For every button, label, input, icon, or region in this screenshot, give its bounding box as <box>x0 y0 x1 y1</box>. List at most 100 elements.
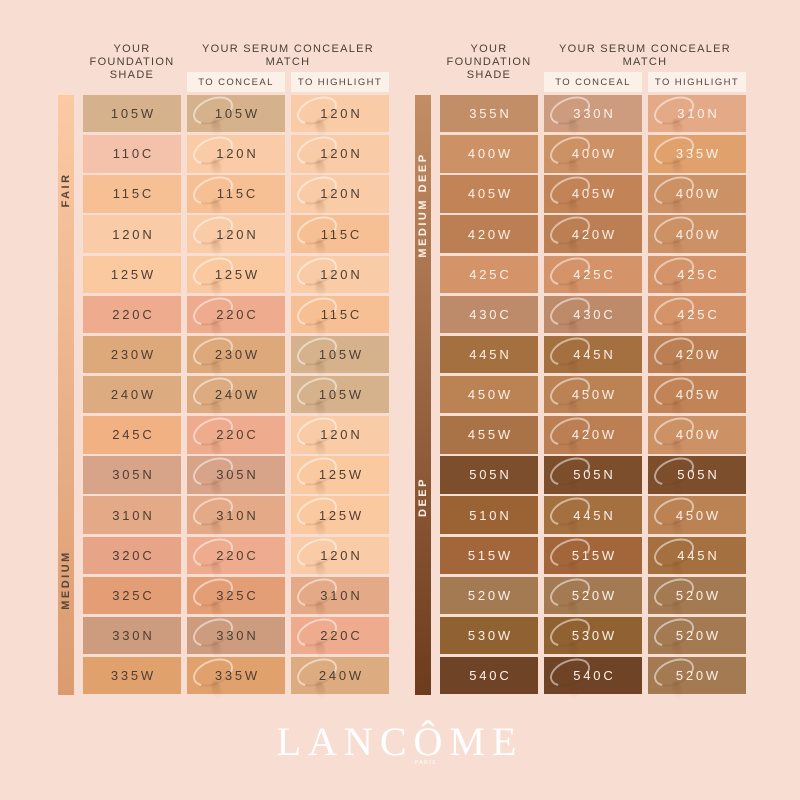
shade-label: 330N <box>216 628 259 644</box>
highlight-match-cell: 335W <box>648 135 746 173</box>
table-header: YOUR FOUNDATION SHADE YOUR SERUM CONCEAL… <box>440 40 746 95</box>
shade-label: 335W <box>675 146 721 162</box>
shade-label: 120N <box>320 146 363 162</box>
shade-label: 400W <box>675 226 721 242</box>
foundation-shade-cell: 320C <box>83 536 181 574</box>
shade-label: 335W <box>110 668 156 684</box>
table-row: 120N 120N 115C <box>83 215 389 253</box>
highlight-match-cell: 425C <box>648 255 746 293</box>
foundation-shade-cell: 325C <box>83 576 181 615</box>
shade-label: 450W <box>675 507 721 523</box>
highlight-match-cell: 520W <box>648 656 746 695</box>
conceal-match-cell: 310N <box>187 496 285 534</box>
table-row: 310N 310N 125W <box>83 496 389 534</box>
shade-label: 320C <box>112 547 155 563</box>
table-row: 430C 430C 425C <box>440 295 746 334</box>
conceal-match-cell: 335W <box>187 656 285 695</box>
foundation-shade-cell: 335W <box>83 656 181 695</box>
highlight-match-cell: 400W <box>648 175 746 213</box>
shade-label: 125W <box>214 266 260 282</box>
shade-table-medium-deep-deep: MEDIUM DEEP DEEP YOUR FOUNDATION SHADE YO… <box>415 40 746 695</box>
highlight-match-cell: 120N <box>291 255 389 293</box>
shade-label: 105W <box>110 106 156 122</box>
foundation-shade-cell: 230W <box>83 335 181 374</box>
foundation-shade-cell: 505N <box>440 456 538 494</box>
table-row: 220C 220C 115C <box>83 295 389 334</box>
conceal-match-cell: 325C <box>187 576 285 615</box>
shade-label: 450W <box>571 387 617 403</box>
shade-label: 405W <box>675 387 721 403</box>
table-header: YOUR FOUNDATION SHADE YOUR SERUM CONCEAL… <box>83 40 389 95</box>
shade-label: 430C <box>469 306 512 322</box>
conceal-match-cell: 220C <box>187 536 285 574</box>
shade-label: 310N <box>216 507 259 523</box>
table-row: 400W 400W 335W <box>440 135 746 173</box>
conceal-match-cell: 115C <box>187 175 285 213</box>
shade-label: 120N <box>216 146 259 162</box>
shade-label: 240W <box>214 387 260 403</box>
table-row: 520W 520W 520W <box>440 576 746 615</box>
foundation-shade-cell: 355N <box>440 95 538 133</box>
shade-label: 425C <box>677 266 720 282</box>
shade-label: 310N <box>112 507 155 523</box>
foundation-shade-cell: 540C <box>440 656 538 695</box>
highlight-match-cell: 420W <box>648 335 746 374</box>
highlight-match-cell: 120N <box>291 536 389 574</box>
shade-label: 305N <box>216 467 259 483</box>
shade-label: 420W <box>571 226 617 242</box>
shade-label: 540C <box>469 668 512 684</box>
shade-label: 520W <box>571 587 617 603</box>
shade-label: 540C <box>573 668 616 684</box>
shade-label: 505N <box>469 467 512 483</box>
shade-label: 115C <box>216 186 259 202</box>
shade-label: 120N <box>320 266 363 282</box>
foundation-shade-cell: 330N <box>83 616 181 655</box>
logo-paris-text: PARIS <box>414 760 437 766</box>
foundation-shade-cell: 220C <box>83 295 181 334</box>
conceal-match-cell: 450W <box>544 375 642 414</box>
foundation-shade-cell: 430C <box>440 295 538 334</box>
shade-label: 105W <box>214 106 260 122</box>
table-row: 115C 115C 120N <box>83 175 389 213</box>
skin-tone-gradient-strip: FAIR MEDIUM <box>58 95 74 695</box>
table-row: 420W 420W 400W <box>440 215 746 253</box>
shade-label: 405W <box>467 186 513 202</box>
shade-table-fair-medium: FAIR MEDIUM YOUR FOUNDATION SHADE YOUR SE… <box>58 40 389 695</box>
skin-tone-gradient-strip: MEDIUM DEEP DEEP <box>415 95 431 695</box>
table-row: 515W 515W 445N <box>440 536 746 574</box>
table-row: 450W 450W 405W <box>440 375 746 414</box>
highlight-match-cell: 450W <box>648 496 746 534</box>
table-row: 405W 405W 400W <box>440 175 746 213</box>
highlight-match-cell: 400W <box>648 416 746 454</box>
shade-label: 430C <box>573 306 616 322</box>
shade-label: 520W <box>675 668 721 684</box>
shade-label: 115C <box>112 186 155 202</box>
highlight-match-cell: 105W <box>291 375 389 414</box>
shade-label: 420W <box>571 427 617 443</box>
shade-label: 120N <box>112 226 155 242</box>
shade-label: 305N <box>112 467 155 483</box>
table-row: 425C 425C 425C <box>440 255 746 293</box>
table-row: 325C 325C 310N <box>83 576 389 615</box>
conceal-match-cell: 530W <box>544 616 642 655</box>
tone-range-label: FAIR <box>60 172 72 208</box>
shade-label: 455W <box>467 427 513 443</box>
conceal-match-cell: 420W <box>544 215 642 253</box>
shade-label: 220C <box>112 306 155 322</box>
foundation-shade-cell: 450W <box>440 375 538 414</box>
shade-label: 120N <box>320 186 363 202</box>
conceal-match-cell: 445N <box>544 496 642 534</box>
table-body: 105W 105W 120N 110C 120N 120N 115C 115C 120N 120N… <box>83 95 389 695</box>
shade-label: 505N <box>677 467 720 483</box>
highlight-match-cell: 310N <box>648 95 746 133</box>
foundation-shade-cell: 245C <box>83 416 181 454</box>
shade-label: 330N <box>112 628 155 644</box>
table-row: 445N 445N 420W <box>440 335 746 374</box>
foundation-shade-cell: 110C <box>83 135 181 173</box>
table-row: 505N 505N 505N <box>440 456 746 494</box>
shade-label: 120N <box>320 547 363 563</box>
highlight-match-cell: 520W <box>648 576 746 615</box>
foundation-shade-cell: 510N <box>440 496 538 534</box>
conceal-match-cell: 305N <box>187 456 285 494</box>
table-row: 540C 540C 520W <box>440 656 746 695</box>
